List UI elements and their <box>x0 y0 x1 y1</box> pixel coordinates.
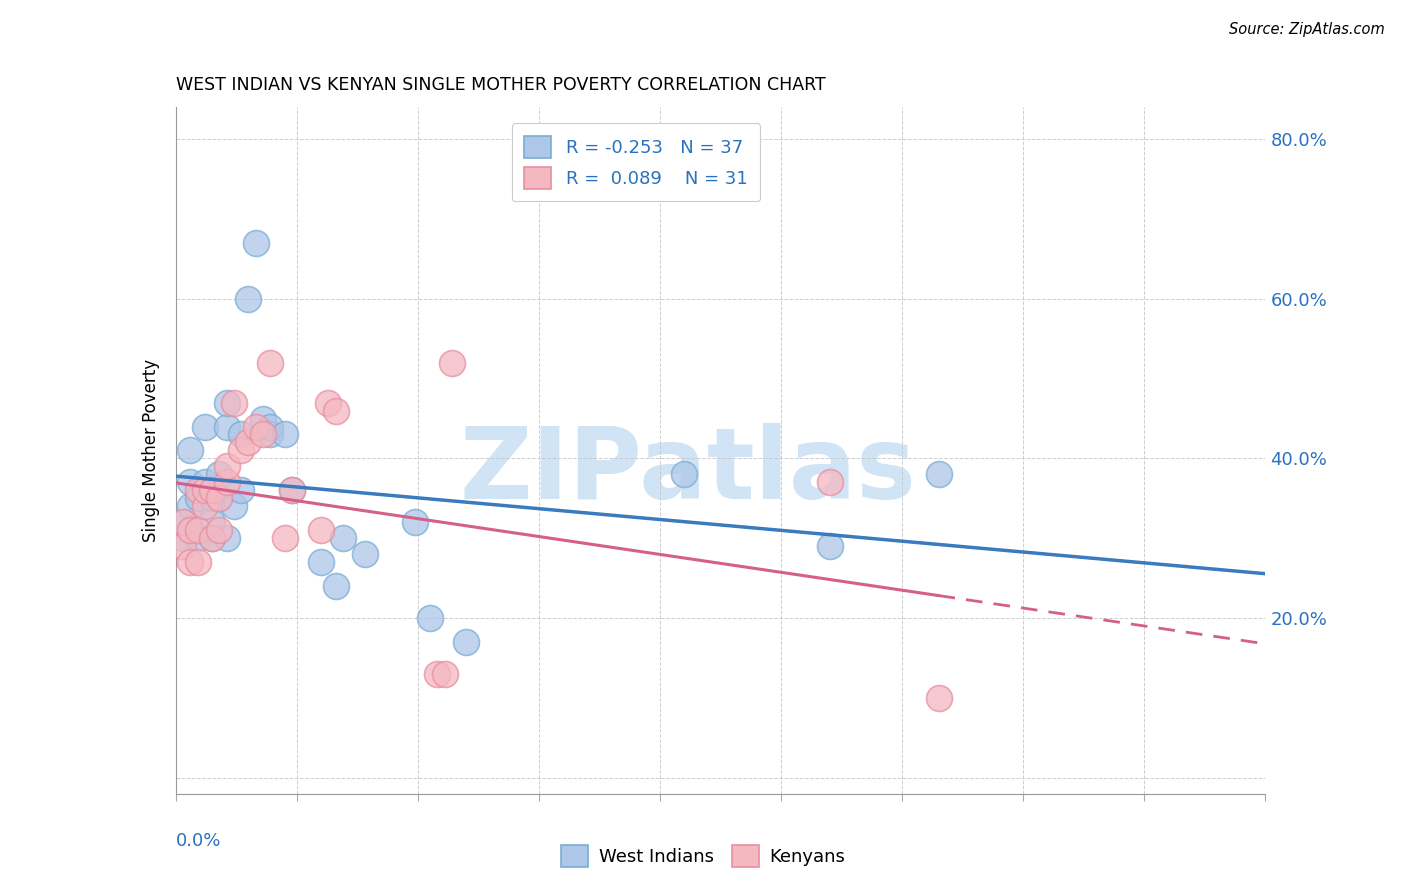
Legend: R = -0.253   N = 37, R =  0.089    N = 31: R = -0.253 N = 37, R = 0.089 N = 31 <box>512 123 761 202</box>
Point <box>186 531 209 545</box>
Y-axis label: Single Mother Poverty: Single Mother Poverty <box>142 359 160 542</box>
Point <box>245 235 267 250</box>
Point <box>222 500 245 514</box>
Point <box>309 555 332 569</box>
Point <box>433 667 456 681</box>
Point <box>238 292 260 306</box>
Point <box>194 500 217 514</box>
Point <box>179 555 201 569</box>
Point <box>259 356 281 370</box>
Point <box>325 403 347 417</box>
Point <box>259 419 281 434</box>
Point <box>281 483 304 498</box>
Point <box>405 516 427 530</box>
Point <box>252 427 274 442</box>
Point <box>928 467 950 482</box>
Point <box>259 427 281 442</box>
Point <box>179 475 201 490</box>
Point <box>215 475 238 490</box>
Point <box>456 635 478 649</box>
Point <box>673 467 696 482</box>
Point <box>215 531 238 545</box>
Point <box>309 524 332 538</box>
Point <box>325 579 347 593</box>
Point <box>231 443 253 458</box>
Point <box>215 395 238 409</box>
Point <box>215 419 238 434</box>
Point <box>179 500 201 514</box>
Point <box>201 531 224 545</box>
Point <box>201 516 224 530</box>
Point <box>186 491 209 506</box>
Point <box>281 483 304 498</box>
Point <box>252 411 274 425</box>
Text: 0.0%: 0.0% <box>176 831 221 850</box>
Point <box>194 475 217 490</box>
Point <box>353 547 375 561</box>
Point <box>222 395 245 409</box>
Point <box>194 483 217 498</box>
Point <box>245 419 267 434</box>
Point <box>172 516 194 530</box>
Point <box>274 427 297 442</box>
Point <box>238 435 260 450</box>
Point <box>426 667 449 681</box>
Point <box>201 531 224 545</box>
Point <box>194 419 217 434</box>
Point <box>179 524 201 538</box>
Point <box>172 531 194 545</box>
Legend: West Indians, Kenyans: West Indians, Kenyans <box>554 838 852 874</box>
Point <box>818 539 841 553</box>
Text: WEST INDIAN VS KENYAN SINGLE MOTHER POVERTY CORRELATION CHART: WEST INDIAN VS KENYAN SINGLE MOTHER POVE… <box>176 77 825 95</box>
Point <box>318 395 340 409</box>
Point <box>274 531 297 545</box>
Point <box>208 491 231 506</box>
Point <box>186 524 209 538</box>
Point <box>419 611 441 625</box>
Text: ZIPatlas: ZIPatlas <box>460 423 917 519</box>
Point <box>186 483 209 498</box>
Point <box>186 555 209 569</box>
Point <box>179 443 201 458</box>
Point <box>208 467 231 482</box>
Point <box>215 459 238 474</box>
Point <box>201 483 224 498</box>
Point <box>231 483 253 498</box>
Point <box>201 491 224 506</box>
Point <box>231 427 253 442</box>
Point <box>818 475 841 490</box>
Point <box>440 356 463 370</box>
Point <box>208 491 231 506</box>
Point <box>208 524 231 538</box>
Text: Source: ZipAtlas.com: Source: ZipAtlas.com <box>1229 22 1385 37</box>
Point <box>928 691 950 706</box>
Point <box>172 516 194 530</box>
Point <box>172 539 194 553</box>
Point <box>332 531 354 545</box>
